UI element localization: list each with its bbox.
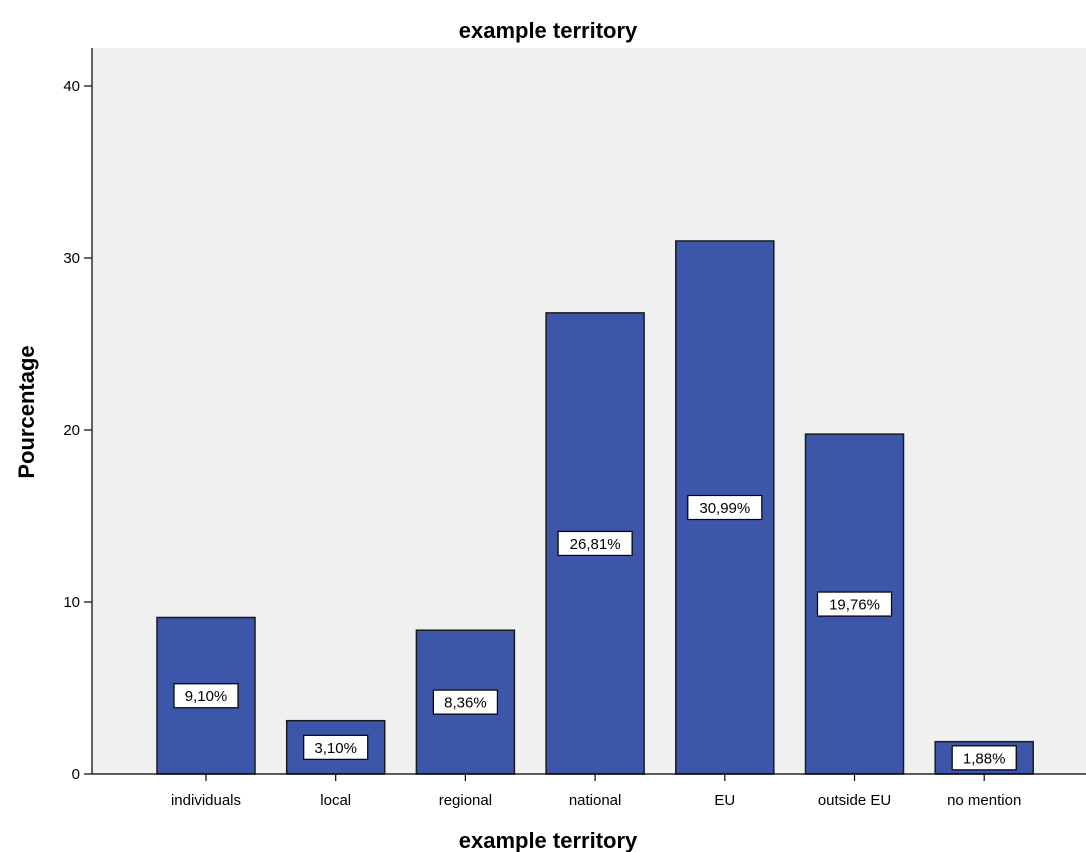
x-categories-group: individuals local regional national EU outsid… (171, 774, 1021, 809)
data-label-box (687, 494, 763, 521)
x-category-label: regional (439, 792, 492, 809)
data-label: 9,10% (185, 688, 228, 705)
y-ticks-group: 0 10 20 30 40 (63, 78, 92, 783)
data-label-box (816, 591, 893, 617)
data-label: 19,76% (829, 597, 880, 614)
x-category-label: national (569, 792, 622, 809)
data-label-box (432, 689, 498, 715)
data-label: 30,99% (699, 500, 750, 517)
data-label-box (951, 745, 1017, 771)
data-label: 1,88% (963, 750, 1006, 767)
data-label: 8,36% (444, 695, 487, 712)
x-category-label: individuals (171, 792, 241, 809)
x-category-label: EU (714, 792, 735, 809)
axes-group (91, 48, 1086, 775)
data-label: 3,10% (314, 740, 357, 757)
data-label-box (173, 683, 239, 709)
x-axis-title: example territory (459, 828, 638, 852)
y-tick-label: 20 (63, 422, 80, 439)
data-label-box (557, 530, 633, 557)
chart-title: example territory (459, 18, 638, 43)
y-tick-label: 10 (63, 594, 80, 611)
x-category-label: local (320, 792, 351, 809)
data-label: 26,81% (570, 536, 621, 553)
data-labels-group: 9,10% 3,10% 8,36% 26,81% 30,99% 19,76% 1,88% (173, 494, 1017, 771)
x-category-label: outside EU (818, 792, 891, 809)
y-tick-label: 40 (63, 78, 80, 95)
y-tick-label: 0 (72, 766, 80, 783)
y-tick-label: 30 (63, 250, 80, 267)
data-label-box (303, 734, 369, 760)
y-axis-title: Pourcentage (14, 345, 39, 478)
x-category-label: no mention (947, 792, 1021, 809)
